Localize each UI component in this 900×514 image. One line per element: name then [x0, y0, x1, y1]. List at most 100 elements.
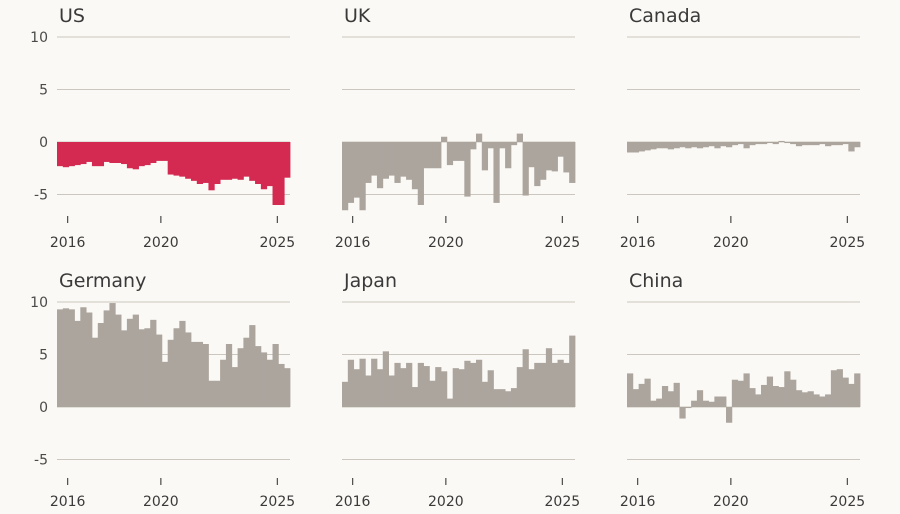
bar — [801, 392, 808, 407]
bar — [196, 142, 204, 184]
bar — [167, 339, 174, 407]
bar — [819, 396, 826, 407]
bar — [830, 370, 838, 407]
bar — [632, 142, 640, 153]
bar — [528, 369, 535, 407]
bar — [202, 142, 209, 183]
bar — [400, 142, 407, 177]
bar — [842, 377, 849, 407]
bar — [702, 400, 709, 407]
bar — [400, 368, 407, 407]
bar — [487, 370, 494, 407]
bar — [825, 394, 832, 407]
bar — [685, 142, 692, 149]
bar — [569, 142, 576, 183]
bar — [231, 367, 238, 407]
bar — [202, 344, 209, 407]
y-tick-label: 0 — [39, 135, 48, 151]
bar — [80, 142, 87, 165]
bar — [74, 320, 81, 407]
bar — [714, 396, 721, 407]
bar — [708, 142, 715, 147]
bar — [801, 142, 808, 146]
bar — [371, 358, 378, 407]
bar — [540, 142, 547, 180]
bar — [784, 371, 791, 407]
bar — [784, 142, 791, 144]
bar — [830, 142, 838, 146]
bar — [126, 142, 134, 169]
bar — [353, 142, 360, 198]
panel-germany: Germany 10 5 0 -5 2016 2020 2025 — [30, 270, 295, 510]
bar — [819, 142, 826, 145]
bar — [249, 142, 256, 181]
bar — [534, 142, 541, 187]
bar — [115, 142, 122, 163]
bar — [795, 142, 803, 147]
bar — [493, 142, 500, 203]
bar — [446, 398, 454, 407]
bar — [156, 334, 163, 407]
bar — [731, 142, 739, 146]
y-tick-label: 5 — [39, 348, 48, 364]
bar — [86, 312, 93, 407]
bar — [388, 375, 395, 407]
bar — [185, 142, 192, 179]
x-tick-label: 2025 — [830, 235, 866, 251]
x-tick-label: 2020 — [143, 494, 179, 510]
bar — [854, 373, 861, 407]
bar — [220, 359, 227, 407]
bar — [57, 309, 64, 407]
bar — [144, 328, 151, 407]
x-tick-label: 2025 — [545, 494, 581, 510]
bar — [807, 391, 814, 407]
bar — [80, 307, 87, 407]
bar — [702, 142, 709, 148]
bar — [656, 398, 663, 407]
bar — [138, 142, 145, 167]
bar — [790, 142, 797, 145]
bar — [749, 388, 756, 407]
bar — [627, 142, 634, 153]
bar — [499, 142, 506, 149]
bar — [150, 142, 157, 163]
bar — [743, 373, 750, 407]
bar — [255, 142, 262, 184]
bar — [475, 133, 483, 142]
bar — [214, 142, 221, 184]
bar — [62, 308, 70, 407]
bar — [243, 142, 250, 177]
bar — [185, 332, 192, 407]
x-tick-label: 2025 — [545, 235, 581, 251]
bar — [778, 140, 785, 142]
x-tick-label: 2025 — [260, 235, 296, 251]
bar — [737, 142, 744, 145]
bar — [225, 344, 233, 407]
bar — [667, 142, 674, 150]
bar — [731, 379, 739, 407]
bar — [714, 142, 721, 149]
bar — [557, 359, 564, 407]
bar — [510, 388, 518, 407]
bar — [243, 337, 250, 407]
bar — [237, 348, 244, 407]
bar — [382, 351, 389, 407]
panel-us: US 10 5 0 -5 2016 2020 2025 — [30, 5, 295, 251]
bar — [103, 310, 110, 407]
bar — [68, 142, 75, 167]
bar — [353, 369, 360, 407]
bar — [144, 142, 151, 166]
bar — [173, 328, 180, 407]
bar — [505, 142, 512, 169]
bar — [417, 362, 424, 407]
bar — [435, 367, 442, 407]
bar — [208, 142, 215, 191]
bar — [813, 394, 820, 407]
bar — [458, 369, 465, 407]
bar — [516, 367, 523, 407]
bar — [208, 380, 215, 407]
bar — [278, 142, 285, 205]
y-tick-label: 0 — [39, 400, 48, 416]
bar — [179, 142, 186, 177]
